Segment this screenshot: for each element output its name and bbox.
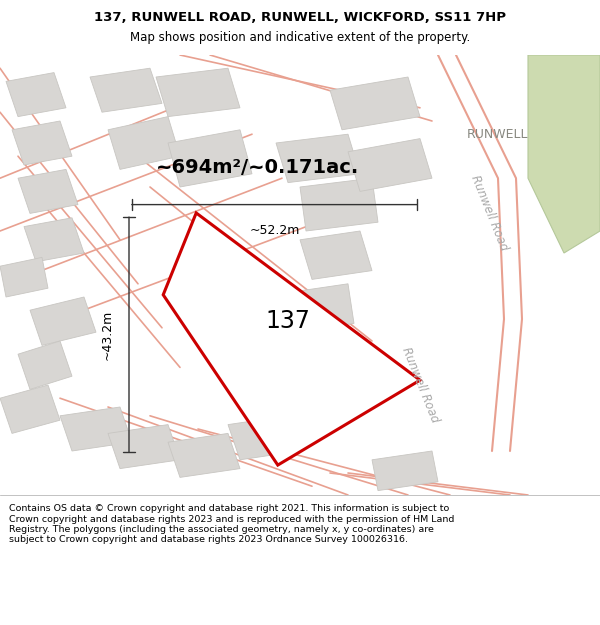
Polygon shape bbox=[300, 178, 378, 231]
Text: Runwell Road: Runwell Road bbox=[468, 174, 510, 253]
Polygon shape bbox=[108, 424, 180, 469]
Text: 137, RUNWELL ROAD, RUNWELL, WICKFORD, SS11 7HP: 137, RUNWELL ROAD, RUNWELL, WICKFORD, SS… bbox=[94, 11, 506, 24]
Polygon shape bbox=[0, 385, 60, 433]
Text: Map shows position and indicative extent of the property.: Map shows position and indicative extent… bbox=[130, 31, 470, 44]
Polygon shape bbox=[24, 217, 84, 262]
Text: Runwell Road: Runwell Road bbox=[399, 345, 441, 425]
Polygon shape bbox=[163, 213, 420, 465]
Polygon shape bbox=[30, 297, 96, 346]
Polygon shape bbox=[276, 134, 360, 182]
Polygon shape bbox=[108, 117, 180, 169]
Text: Contains OS data © Crown copyright and database right 2021. This information is : Contains OS data © Crown copyright and d… bbox=[9, 504, 454, 544]
Polygon shape bbox=[18, 341, 72, 389]
Text: ~52.2m: ~52.2m bbox=[250, 224, 299, 238]
Text: RUNWELL: RUNWELL bbox=[467, 127, 529, 141]
Text: ~43.2m: ~43.2m bbox=[101, 309, 114, 360]
Polygon shape bbox=[18, 169, 78, 213]
Polygon shape bbox=[60, 407, 132, 451]
Polygon shape bbox=[300, 231, 372, 279]
Polygon shape bbox=[156, 68, 240, 117]
Polygon shape bbox=[528, 55, 600, 253]
Text: 137: 137 bbox=[266, 309, 311, 332]
Polygon shape bbox=[372, 451, 438, 491]
Polygon shape bbox=[6, 72, 66, 117]
Polygon shape bbox=[168, 433, 240, 478]
Polygon shape bbox=[0, 258, 48, 297]
Polygon shape bbox=[90, 68, 162, 112]
Polygon shape bbox=[348, 139, 432, 191]
Polygon shape bbox=[168, 130, 252, 187]
Polygon shape bbox=[288, 284, 354, 332]
Polygon shape bbox=[330, 77, 420, 130]
Text: ~694m²/~0.171ac.: ~694m²/~0.171ac. bbox=[157, 158, 359, 177]
Polygon shape bbox=[12, 121, 72, 165]
Polygon shape bbox=[228, 416, 300, 460]
